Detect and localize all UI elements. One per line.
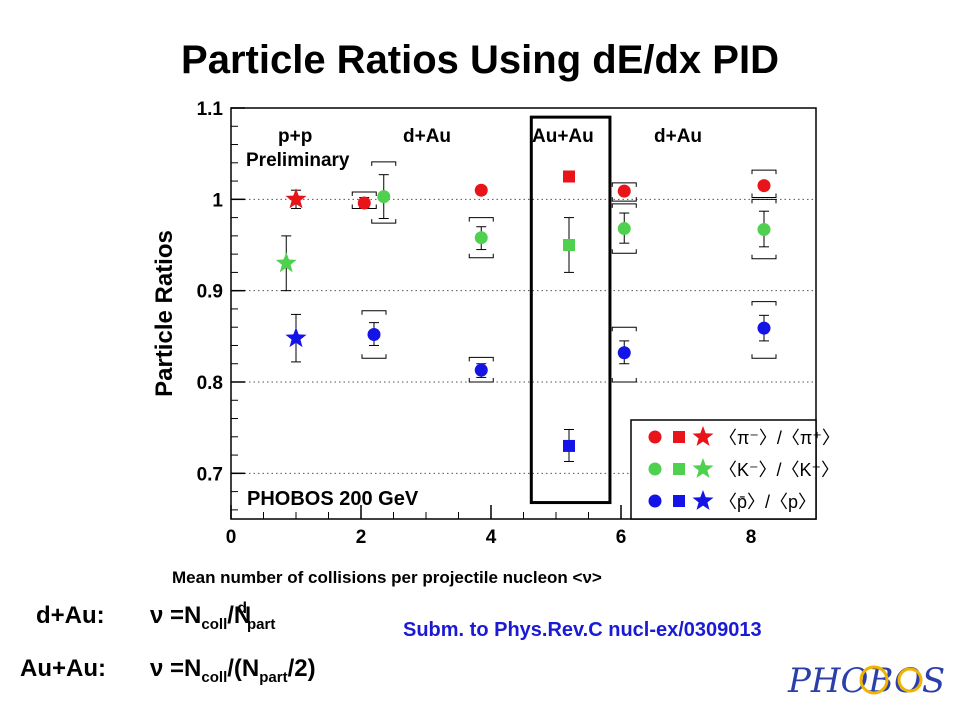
data-point-square xyxy=(563,439,575,452)
systematic-bracket xyxy=(751,169,777,199)
legend-marker-square xyxy=(673,431,685,443)
systematic-bracket xyxy=(361,310,387,359)
dau-formula-label: d+Au: xyxy=(36,602,105,629)
legend-marker-circle xyxy=(648,494,662,508)
auau-highlight-box xyxy=(529,115,612,505)
y-tick-label: 1.1 xyxy=(197,99,224,120)
dau-sub-part-text: part xyxy=(247,615,276,633)
page-title: Particle Ratios Using dE/dx PID xyxy=(181,38,779,82)
legend-label: 〈p̄〉/〈p〉 xyxy=(719,492,816,512)
systematic-bracket xyxy=(611,182,637,202)
systematic-bracket xyxy=(611,326,637,383)
x-tick-label: 0 xyxy=(226,527,237,548)
auau-sub-part: part xyxy=(259,668,288,686)
annotation-auau: Au+Au xyxy=(532,126,594,147)
legend-marker-square xyxy=(673,495,685,507)
legend-marker-star xyxy=(692,458,714,478)
annotation-pp: p+p xyxy=(278,126,312,147)
dau-sub-part: dpart xyxy=(237,600,275,633)
data-point-circle xyxy=(474,231,488,245)
y-tick-label: 0.7 xyxy=(197,464,223,485)
data-point-square xyxy=(563,170,575,183)
data-point-circle xyxy=(757,321,771,335)
annotation-phobos: PHOBOS 200 GeV xyxy=(247,488,419,510)
auau-formula-label: Au+Au: xyxy=(20,655,106,682)
auau-eq-part1: =N xyxy=(170,655,202,682)
x-tick-label: 2 xyxy=(356,527,367,548)
legend-marker-star xyxy=(692,490,714,510)
data-point-circle xyxy=(757,222,771,236)
logo-ring xyxy=(859,665,889,695)
legend-marker-circle xyxy=(648,430,662,444)
auau-sub-coll: coll xyxy=(201,668,228,686)
data-point-circle xyxy=(617,346,631,360)
y-axis-label: Particle Ratios xyxy=(151,230,178,397)
y-tick-label: 0.8 xyxy=(197,373,223,394)
logo-ring xyxy=(897,667,923,693)
dau-eq-part1: =N xyxy=(170,602,202,629)
annotation-dau-left: d+Au xyxy=(403,126,451,147)
data-point-circle xyxy=(757,179,771,193)
legend-label: 〈π⁻〉/〈π⁺〉 xyxy=(719,428,840,448)
data-point-circle xyxy=(617,184,631,198)
auau-eq-part3: /2) xyxy=(287,655,316,682)
dau-eq-part2: /N xyxy=(227,602,252,629)
systematic-bracket xyxy=(751,301,777,359)
dau-sub-coll: coll xyxy=(201,615,228,633)
legend-marker-circle xyxy=(648,462,662,476)
legend-box xyxy=(630,419,817,520)
data-point-circle xyxy=(474,363,488,377)
annotation-preliminary: Preliminary xyxy=(246,150,350,171)
dau-formula: ν =Ncoll/Ndpart xyxy=(150,600,289,634)
systematic-bracket xyxy=(751,198,777,260)
legend-label: 〈K⁻〉/〈K⁺〉 xyxy=(719,460,839,480)
data-point-circle xyxy=(474,183,488,197)
y-tick-label: 1 xyxy=(212,190,223,211)
data-point-circle xyxy=(617,222,631,236)
data-point-star xyxy=(285,327,307,348)
data-point-star xyxy=(275,252,297,273)
x-tick-label: 8 xyxy=(746,527,757,548)
systematic-bracket xyxy=(371,161,397,224)
x-axis-label: Mean number of collisions per projectile… xyxy=(172,568,602,587)
systematic-bracket xyxy=(468,356,494,383)
auau-eq-part2: /(N xyxy=(227,655,260,682)
legend-marker-star xyxy=(692,426,714,446)
systematic-bracket xyxy=(611,203,637,254)
systematic-bracket xyxy=(468,217,494,259)
data-point-square xyxy=(563,239,575,251)
x-tick-label: 6 xyxy=(616,527,627,548)
nu-symbol: ν xyxy=(150,655,164,682)
auau-formula: ν =Ncoll/(Npart/2) xyxy=(150,655,316,686)
legend-marker-square xyxy=(673,463,685,475)
dau-sup-d: d xyxy=(237,599,248,617)
x-tick-label: 4 xyxy=(486,527,497,548)
phobos-logo: PHOBOS xyxy=(787,661,945,701)
data-point-star xyxy=(285,188,307,209)
annotation-dau-right: d+Au xyxy=(654,126,702,147)
reference-citation: Subm. to Phys.Rev.C nucl-ex/0309013 xyxy=(403,619,762,641)
nu-symbol: ν xyxy=(150,602,164,629)
data-point-circle xyxy=(377,190,391,204)
phobos-logo-text: PHOBOS xyxy=(787,661,945,701)
y-tick-label: 0.9 xyxy=(197,282,223,303)
data-point-circle xyxy=(357,196,371,210)
data-point-circle xyxy=(367,328,381,342)
